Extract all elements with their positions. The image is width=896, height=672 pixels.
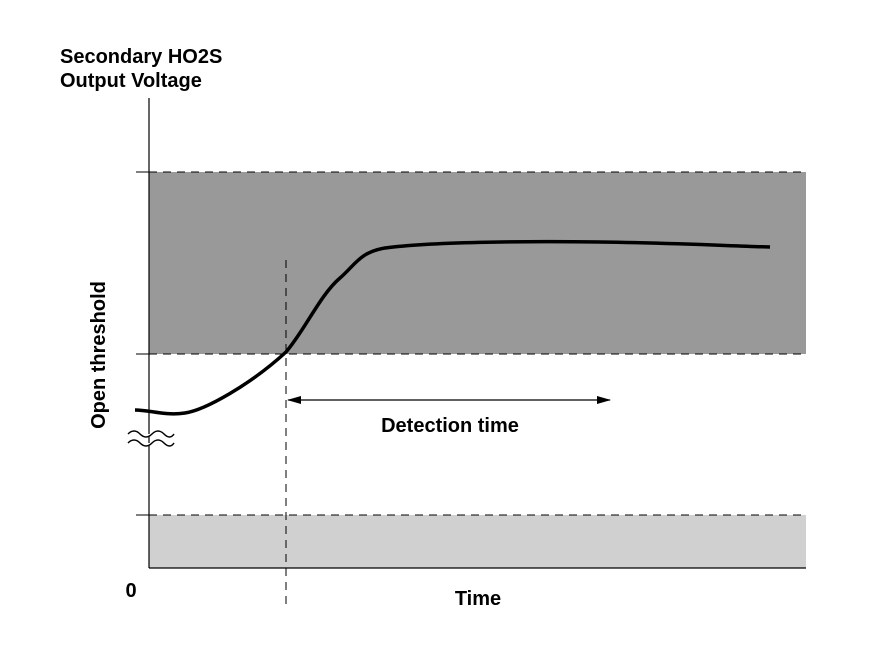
- axes: [148, 98, 806, 569]
- axis-title-line2: Output Voltage: [60, 70, 202, 92]
- dashed-lines: [149, 171, 806, 608]
- ticks: [136, 171, 149, 516]
- lower-band: [149, 515, 806, 568]
- origin-label: 0: [125, 580, 136, 602]
- upper-band: [149, 172, 806, 354]
- voltage-curve: [134, 239, 771, 416]
- axis-break: [127, 430, 175, 447]
- axis-title-line1: Secondary HO2S: [60, 46, 222, 68]
- x-label: Time: [455, 588, 501, 610]
- y-label: Open threshold: [88, 281, 110, 429]
- detection-time-label: Detection time: [381, 415, 519, 437]
